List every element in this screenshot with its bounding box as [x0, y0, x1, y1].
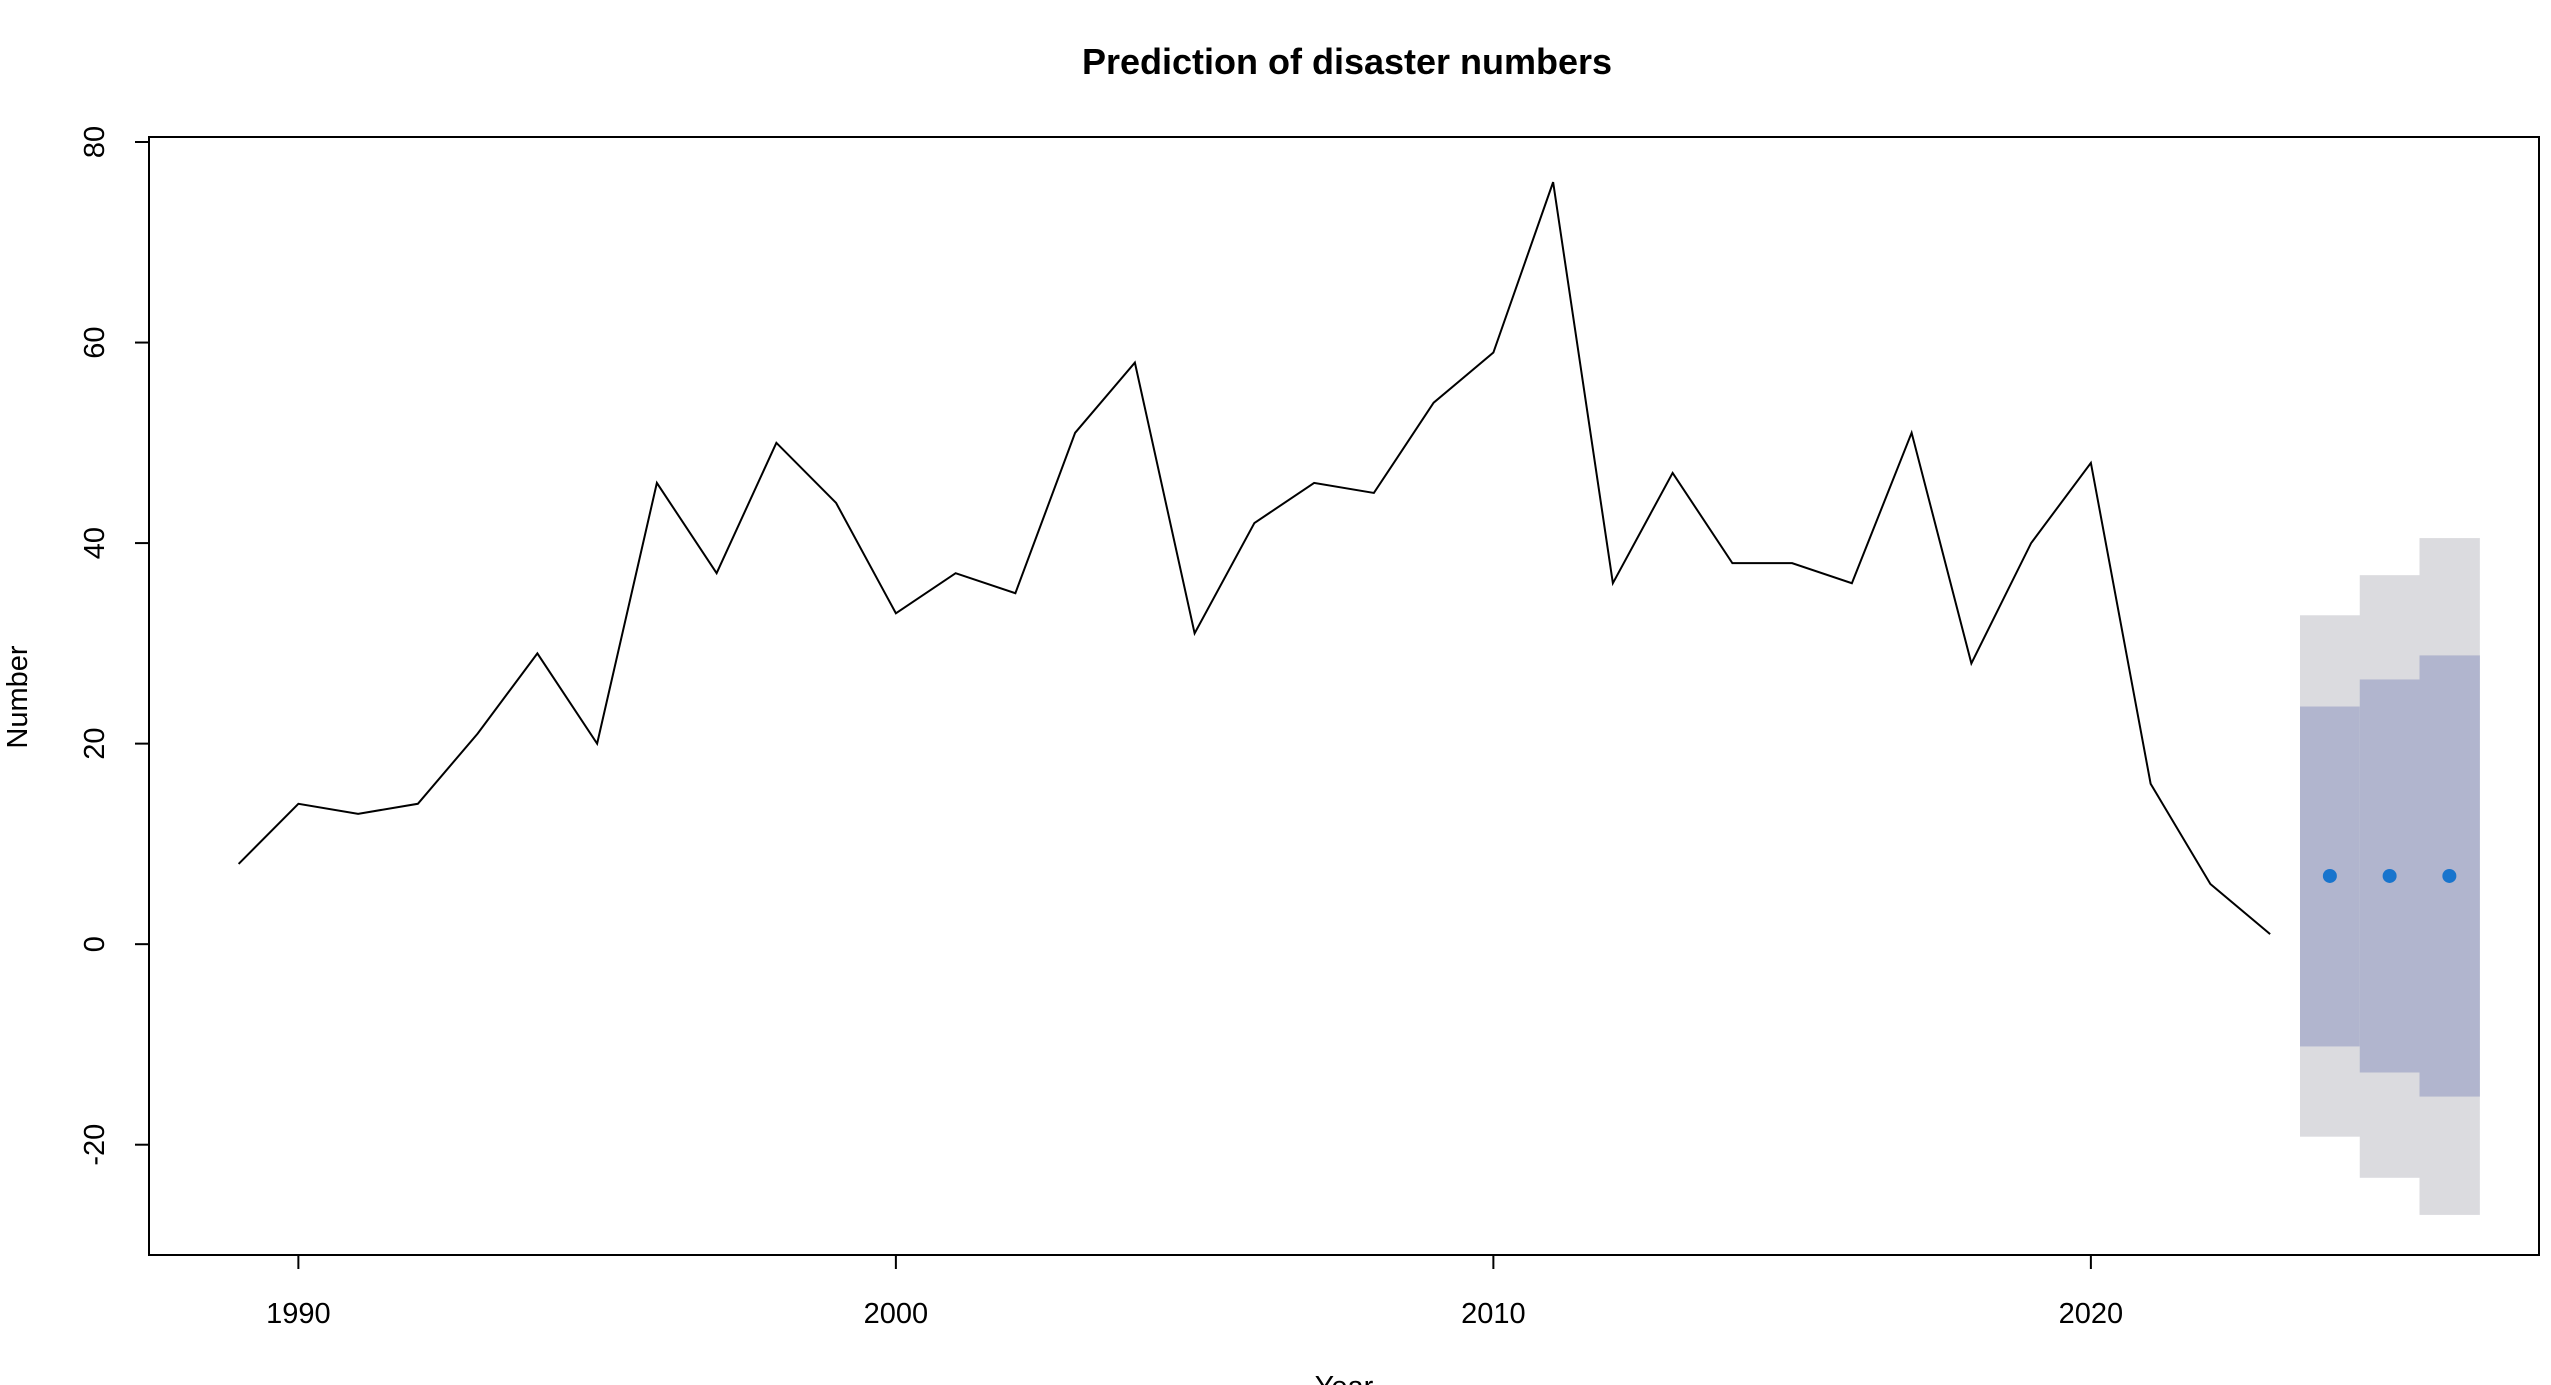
x-tick-label: 1990	[266, 1298, 331, 1330]
y-axis: -20 0 20 40 60 80	[79, 126, 150, 1166]
forecast-point	[2382, 868, 2397, 883]
plot-frame	[148, 136, 2540, 1256]
forecast-point	[2442, 868, 2457, 883]
x-tick-label: 2000	[864, 1298, 929, 1330]
y-tick-label: 0	[79, 936, 111, 952]
y-tick-label: 60	[79, 326, 111, 358]
x-tick-label: 2020	[2059, 1298, 2124, 1330]
forecast-point	[2322, 868, 2337, 883]
x-axis-label: Year	[1315, 1371, 1374, 1385]
y-tick-label: 80	[79, 126, 111, 158]
y-tick-label: 20	[79, 727, 111, 759]
y-axis-label: Number	[2, 645, 34, 748]
series-line	[237, 181, 2271, 935]
x-tick-label: 2010	[1461, 1298, 1526, 1330]
series-group	[237, 181, 2271, 935]
y-tick-label: -20	[79, 1124, 111, 1166]
forecast-points	[2322, 868, 2457, 883]
x-axis: 1990 2000 2010 2020	[266, 1254, 2124, 1330]
y-tick-label: 40	[79, 527, 111, 559]
chart-title: Prediction of disaster numbers	[1082, 41, 1612, 82]
